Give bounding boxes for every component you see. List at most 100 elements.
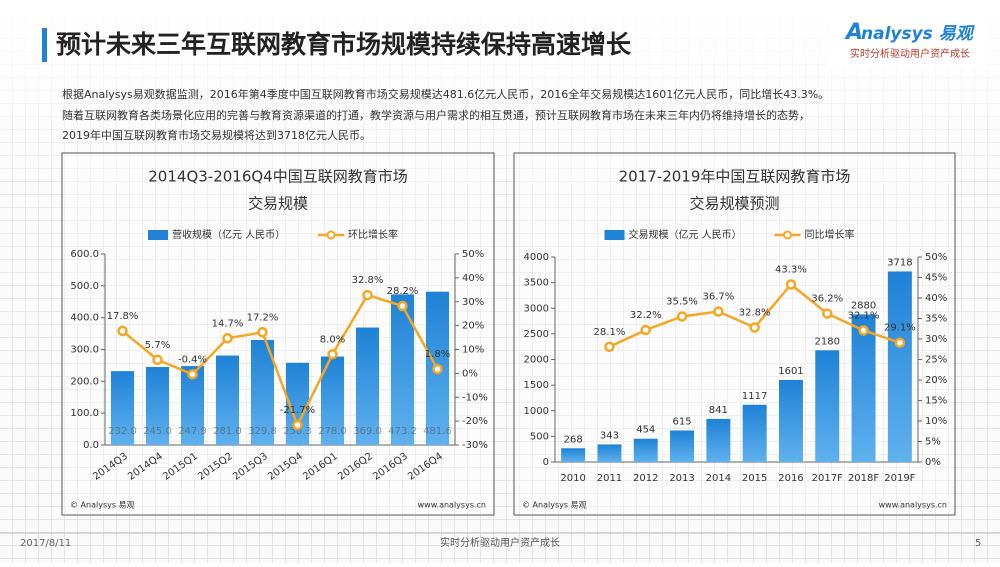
line-label: 43.3% [775,264,807,275]
y2-tick-label: 10% [462,345,484,356]
line [121,293,439,429]
legend-label: 交易规模（亿元 人民币） [629,228,742,241]
bar-label: 258.3 [283,426,312,437]
bar [250,340,275,445]
source: © Analysys 易观 [522,501,587,510]
line-marker [604,341,615,353]
bar [633,438,658,462]
line-label: 14.7% [212,318,244,329]
bar-label: 281.0 [213,426,242,437]
bar [670,430,695,462]
bar [285,362,310,445]
bar-label: 473.2 [388,426,417,437]
footer-date: 2017/8/11 [20,538,71,549]
y2-tick-label: 15% [925,396,947,407]
legend-label: 环比增长率 [348,228,398,241]
legend-marker [783,230,792,240]
bar [561,448,586,462]
line-marker [640,324,651,336]
line-label: 36.7% [702,292,734,303]
bar-label: 329.8 [248,426,277,437]
y-tick-label: 500 [530,431,549,442]
line-label: 32.2% [630,310,662,321]
y2-tick-label: 50% [462,249,484,260]
line-label: 29.1% [884,323,916,334]
line-label: 5.7% [145,340,170,351]
chart-title: 交易规模预测 [689,195,779,213]
bar [706,418,731,462]
chart-title: 2017-2019年中国互联网教育市场 [619,168,851,186]
x-tick-label: 2015 [742,473,767,484]
line-marker [785,279,797,290]
line-marker [187,369,198,380]
line-marker [822,308,833,319]
bar-label: 232.0 [108,426,137,437]
bar [815,350,840,462]
y-tick-label: 0.0 [83,440,99,451]
chart-panel [513,152,956,516]
y2-tick-label: 30% [925,334,947,345]
line-marker [397,300,408,312]
y-tick-label: 1500 [524,380,549,391]
legend-swatch [604,230,625,240]
bar-label: 369.0 [353,426,382,437]
tagline: 实时分析驱动用户资产成长 [850,47,970,60]
line-marker [676,311,688,322]
bar [355,327,380,445]
y2-tick-label: 0% [462,368,478,379]
line-label: -21.7% [280,405,315,416]
bar-label: 2880 [851,300,876,311]
x-tick-label: 2010 [560,473,585,484]
paragraph-line: 2019年中国互联网教育市场交易规模将达到3718亿元人民币。 [62,128,371,142]
bar [742,404,767,462]
x-tick-label: 2012 [633,473,658,484]
line-label: 32.8% [739,308,771,319]
y2-tick-label: 45% [925,273,947,284]
y-tick-label: 300.0 [70,345,99,356]
y-tick-label: 100.0 [70,408,99,419]
bar-label: 245.0 [143,426,172,437]
logo-box [830,14,988,68]
y2-tick-label: 30% [462,297,484,308]
footer-page: 5 [975,538,981,549]
y-tick-label: 500.0 [70,281,99,292]
line-label: 32.8% [352,275,384,286]
bar-label: 1117 [742,391,767,402]
line-label: 1.8% [425,349,450,360]
y-tick-label: 2500 [524,329,549,340]
line-marker [222,333,233,344]
y2-tick-label: 20% [925,375,947,386]
logo: nalysys 易观 [861,24,976,44]
x-tick-label: 2018F [848,473,879,484]
bar [320,356,345,445]
line-label: 28.2% [387,286,419,297]
line-marker [292,419,303,431]
y2-tick-label: 40% [462,273,484,284]
x-tick-label: 2014 [706,473,731,484]
bar-label: 481.6 [423,426,452,437]
y2-tick-label: -20% [462,416,488,427]
paragraph-line: 随着互联网教育各类场景化应用的完善与教育资源渠道的打通，教学资源与用户需求的相互… [62,108,810,122]
bar-label: 2180 [815,336,840,347]
x-tick-label: 2016 [778,473,803,484]
x-tick-label: 2011 [597,473,622,484]
x-tick-label: 2017F [812,473,843,484]
line-marker [117,325,128,337]
y2-tick-label: -10% [462,392,488,403]
line-label: 17.2% [247,312,279,323]
bar-label: 343 [600,430,619,441]
footer-center: 实时分析驱动用户资产成长 [440,536,560,549]
chart-panel [61,152,495,516]
bar [215,355,240,445]
bar-label: 3718 [887,257,912,268]
y-tick-label: 600.0 [70,249,99,260]
website: www.analysys.cn [418,501,486,510]
line-marker [362,289,373,301]
y2-tick-label: 10% [925,416,947,427]
y2-tick-label: 35% [925,314,947,325]
logo-initial: A [844,20,863,45]
legend-label: 同比增长率 [805,228,855,241]
slide-title: 预计未来三年互联网教育市场规模持续保持高速增长 [56,30,632,59]
